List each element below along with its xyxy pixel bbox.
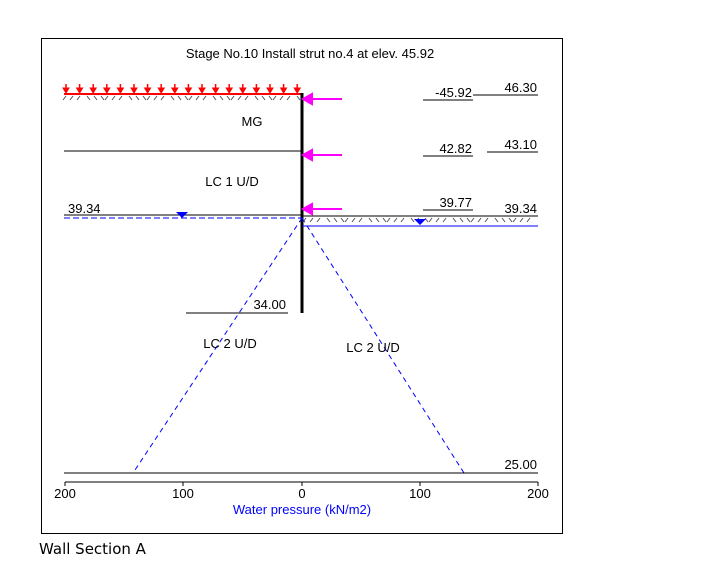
axis-tick: 0 — [298, 486, 305, 501]
level-strut-1: -45.92 — [435, 85, 472, 100]
axis-tick: 200 — [527, 486, 549, 501]
layer-label-lc1: LC 1 U/D — [205, 174, 258, 189]
layer-label-mg: MG — [242, 114, 263, 129]
pressure-axis: 200 100 0 100 200 Water pressure (kN/m2) — [54, 481, 549, 517]
ground-hatch-right — [302, 217, 531, 223]
axis-tick: 100 — [409, 486, 431, 501]
level-wall-toe: 34.00 — [253, 297, 286, 312]
axis-label: Water pressure (kN/m2) — [233, 502, 371, 517]
level-right-top: 46.30 — [504, 80, 537, 95]
level-strut-3: 39.77 — [439, 195, 472, 210]
ground-hatch-left — [62, 95, 301, 101]
level-strut-2: 42.82 — [439, 141, 472, 156]
layer-label-lc2-right: LC 2 U/D — [346, 340, 399, 355]
water-pressure-diagram — [132, 217, 465, 474]
level-right-ground: 39.34 — [504, 201, 537, 216]
level-base: 25.00 — [504, 457, 537, 472]
layer-label-lc2-left: LC 2 U/D — [203, 336, 256, 351]
caption: Wall Section A — [39, 540, 146, 558]
water-level-right-icon — [414, 219, 426, 225]
level-left-water: 39.34 — [68, 201, 101, 216]
diagram-frame — [41, 38, 563, 534]
surcharge-load-arrows — [62, 84, 302, 95]
axis-tick: 200 — [54, 486, 76, 501]
level-right-mid: 43.10 — [504, 137, 537, 152]
level-lines-right — [423, 94, 538, 211]
stage-title: Stage No.10 Install strut no.4 at elev. … — [186, 46, 434, 61]
strut-arrows — [300, 92, 342, 216]
axis-tick: 100 — [172, 486, 194, 501]
water-level-left-icon — [176, 212, 188, 218]
